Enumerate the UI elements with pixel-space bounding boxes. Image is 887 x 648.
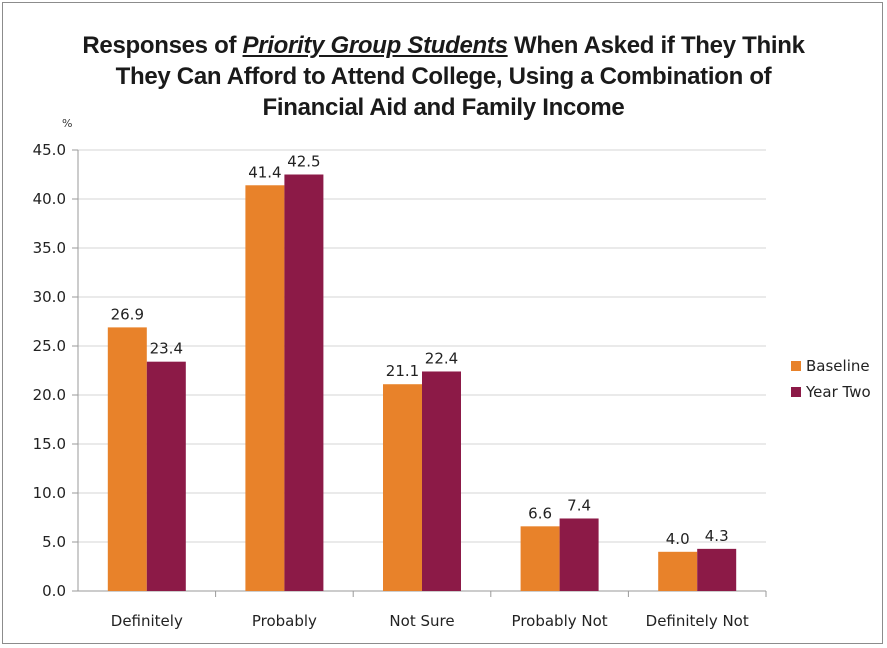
bar-year-two (284, 174, 324, 591)
y-tick-label: 0.0 (42, 582, 66, 600)
data-label: 21.1 (386, 362, 419, 380)
data-label: 4.3 (705, 527, 729, 545)
y-tick-label: 35.0 (33, 239, 66, 257)
x-category-label: Definitely Not (646, 612, 749, 630)
y-tick-label: 5.0 (42, 533, 66, 551)
x-category-label: Probably Not (512, 612, 608, 630)
y-tick-label: 30.0 (33, 288, 66, 306)
bar-year-two (559, 518, 599, 591)
title-line-1-after: When Asked if They Think (507, 32, 805, 59)
data-label: 42.5 (287, 153, 320, 171)
legend-swatch (791, 361, 801, 371)
legend-label: Year Two (805, 383, 871, 401)
y-tick-label: 40.0 (33, 190, 66, 208)
data-label: 23.4 (150, 340, 183, 358)
y-tick-label: 15.0 (33, 435, 66, 453)
y-tick-label: 20.0 (33, 386, 66, 404)
data-label: 22.4 (425, 349, 458, 367)
data-label: 7.4 (567, 496, 591, 514)
bar-baseline (520, 526, 560, 591)
legend-label: Baseline (806, 357, 870, 375)
title-line-1-before: Responses of (82, 32, 243, 59)
y-axis-unit-label: % (62, 117, 72, 130)
title-line-3: Financial Aid and Family Income (262, 94, 625, 121)
bar-year-two (422, 371, 461, 591)
title-emphasis: Priority Group Students (242, 32, 508, 59)
title-line-1: Responses of Priority Group Students Whe… (40, 30, 847, 61)
y-tick-label: 25.0 (33, 337, 66, 355)
data-label: 6.6 (528, 504, 552, 522)
bar-baseline (107, 327, 147, 591)
y-tick-label: 10.0 (33, 484, 66, 502)
x-category-label: Probably (252, 612, 317, 630)
bar-baseline (245, 185, 285, 591)
bar-baseline (658, 551, 698, 591)
data-label: 26.9 (111, 305, 144, 323)
bar-year-two (146, 361, 186, 591)
bar-baseline (383, 384, 422, 591)
x-category-label: Definitely (111, 612, 183, 630)
data-label: 4.0 (666, 530, 690, 548)
x-category-label: Not Sure (389, 612, 454, 630)
bar-year-two (697, 548, 737, 591)
title-line-2: They Can Afford to Attend College, Using… (115, 63, 772, 90)
y-tick-label: 45.0 (33, 141, 66, 159)
legend-swatch (791, 387, 801, 397)
data-label: 41.4 (248, 163, 281, 181)
chart-title: Responses of Priority Group Students Whe… (40, 30, 847, 123)
